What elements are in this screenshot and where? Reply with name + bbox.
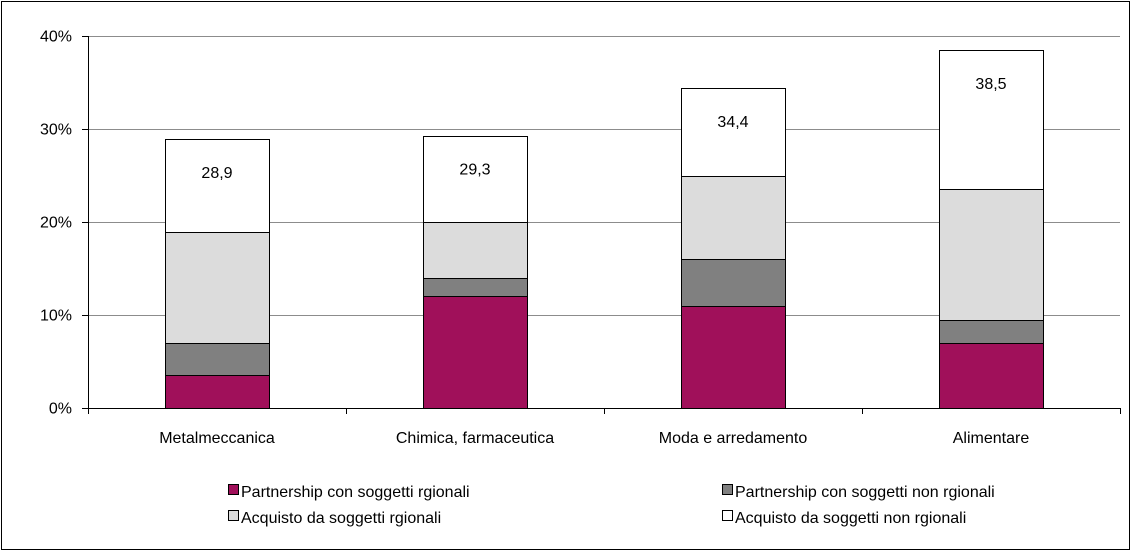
bar-segment <box>939 343 1044 409</box>
bar-total-label: 34,4 <box>717 114 748 131</box>
bar-segment <box>681 88 786 177</box>
legend-swatch <box>722 484 733 495</box>
bar-segment <box>939 50 1044 190</box>
x-tick-label: Moda e arredamento <box>659 430 808 447</box>
bar-segment <box>681 259 786 307</box>
bar-segment <box>165 139 270 233</box>
x-tick-label: Alimentare <box>953 430 1030 447</box>
legend-label: Acquisto da soggetti non rgionali <box>735 510 966 527</box>
legend: Partnership con soggetti rgionali Partner… <box>228 484 995 527</box>
bar-segment <box>423 136 528 223</box>
bar-total-label: 38,5 <box>975 76 1006 93</box>
legend-swatch <box>228 510 239 521</box>
axes <box>82 36 1121 414</box>
bar-segment <box>165 375 270 409</box>
bar-segment <box>165 343 270 376</box>
y-tick-label: 10% <box>40 308 72 325</box>
bar-total-label: 28,9 <box>201 165 232 182</box>
y-tick-label: 20% <box>40 215 72 232</box>
bar-segment <box>939 320 1044 344</box>
x-tick-label: Chimica, farmaceutica <box>396 430 554 447</box>
legend-swatch <box>722 510 733 521</box>
x-tick-label: Metalmeccanica <box>159 430 275 447</box>
bars <box>165 50 1044 409</box>
legend-label: Partnership con soggetti rgionali <box>241 484 470 501</box>
y-tick-label: 40% <box>40 29 72 46</box>
y-tick-label: 0% <box>49 401 72 418</box>
legend-swatch <box>228 484 239 495</box>
legend-label: Partnership con soggetti non rgionali <box>735 484 995 501</box>
bar-segment <box>681 176 786 260</box>
bar-segment <box>423 222 528 279</box>
bar-segment <box>165 232 270 344</box>
y-tick-label: 30% <box>40 122 72 139</box>
labels: 0% 10% 20% 30% 40% 28,9 Metalmeccanica 29,3 Chim… <box>40 29 1029 448</box>
bar-segment <box>939 189 1044 321</box>
bar-segment <box>423 296 528 409</box>
bar-segment <box>423 278 528 297</box>
bar-total-label: 29,3 <box>459 162 490 179</box>
legend-label: Acquisto da soggetti rgionali <box>241 510 441 527</box>
bar-segment <box>681 306 786 409</box>
